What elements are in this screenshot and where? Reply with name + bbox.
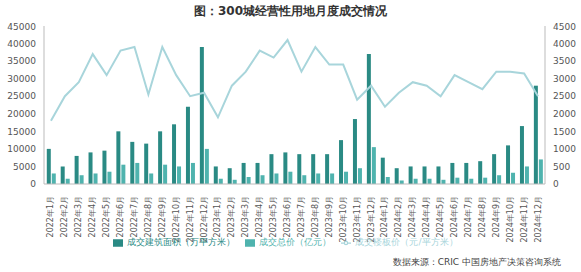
svg-text:2023年7月: 2023年7月 bbox=[297, 196, 306, 237]
svg-text:40000: 40000 bbox=[8, 39, 36, 49]
svg-text:2023年6月: 2023年6月 bbox=[283, 196, 292, 237]
svg-text:500: 500 bbox=[553, 162, 570, 172]
svg-text:20000: 20000 bbox=[8, 109, 36, 119]
svg-text:2024年10月: 2024年10月 bbox=[506, 196, 515, 243]
svg-text:2023年2月: 2023年2月 bbox=[227, 196, 236, 237]
svg-text:2000: 2000 bbox=[553, 109, 573, 119]
svg-text:2022年10月: 2022年10月 bbox=[172, 196, 181, 243]
svg-text:2022年12月: 2022年12月 bbox=[200, 196, 209, 243]
svg-text:3000: 3000 bbox=[553, 74, 573, 84]
svg-text:2023年1月: 2023年1月 bbox=[213, 196, 222, 237]
svg-text:1000: 1000 bbox=[553, 144, 573, 154]
svg-text:1500: 1500 bbox=[553, 127, 573, 137]
svg-text:2023年4月: 2023年4月 bbox=[255, 196, 264, 237]
svg-text:2022年2月: 2022年2月 bbox=[60, 196, 69, 237]
svg-text:2022年3月: 2022年3月 bbox=[74, 196, 83, 237]
svg-text:0: 0 bbox=[553, 179, 559, 189]
svg-text:2024年7月: 2024年7月 bbox=[464, 196, 473, 237]
svg-text:2023年8月: 2023年8月 bbox=[311, 196, 320, 237]
svg-text:2024年3月: 2024年3月 bbox=[408, 196, 417, 237]
svg-text:45000: 45000 bbox=[8, 22, 36, 32]
svg-text:2023年9月: 2023年9月 bbox=[325, 196, 334, 237]
html-text:成交总价（亿元）: 成交总价（亿元） bbox=[259, 237, 332, 247]
html-text:成交建筑面积（万平方米）: 成交建筑面积（万平方米） bbox=[127, 237, 236, 247]
svg-text:2024年8月: 2024年8月 bbox=[478, 196, 487, 237]
svg-text:2022年11月: 2022年11月 bbox=[186, 196, 195, 243]
svg-text:2022年5月: 2022年5月 bbox=[102, 196, 111, 237]
svg-text:2024年5月: 2024年5月 bbox=[436, 196, 445, 237]
svg-text:4500: 4500 bbox=[553, 22, 573, 32]
svg-text:30000: 30000 bbox=[8, 74, 36, 84]
svg-text:2024年4月: 2024年4月 bbox=[422, 196, 431, 237]
svg-text:35000: 35000 bbox=[8, 56, 36, 66]
svg-text:2023年12月: 2023年12月 bbox=[367, 196, 376, 243]
svg-text:2022年7月: 2022年7月 bbox=[130, 196, 139, 237]
svg-text:10000: 10000 bbox=[8, 144, 36, 154]
svg-text:2024年1月: 2024年1月 bbox=[380, 196, 389, 237]
svg-text:2024年2月: 2024年2月 bbox=[394, 196, 403, 237]
svg-text:2023年5月: 2023年5月 bbox=[269, 196, 278, 237]
svg-text:2024年6月: 2024年6月 bbox=[450, 196, 459, 237]
svg-text:2500: 2500 bbox=[553, 91, 573, 101]
svg-text:2022年8月: 2022年8月 bbox=[144, 196, 153, 237]
svg-text:3500: 3500 bbox=[553, 56, 573, 66]
svg-text:25000: 25000 bbox=[8, 91, 36, 101]
svg-text:2024年9月: 2024年9月 bbox=[492, 196, 501, 237]
html-text:数据来源：CRIC 中国房地产决策咨询系统: 数据来源：CRIC 中国房地产决策咨询系统 bbox=[392, 257, 561, 267]
svg-text:2023年3月: 2023年3月 bbox=[241, 196, 250, 237]
svg-text:2023年11月: 2023年11月 bbox=[353, 196, 362, 243]
svg-text:2024年11月: 2024年11月 bbox=[520, 196, 529, 243]
svg-text:2024年12月: 2024年12月 bbox=[534, 196, 543, 243]
svg-text:0: 0 bbox=[30, 179, 36, 189]
svg-text:2023年10月: 2023年10月 bbox=[339, 196, 348, 243]
svg-text:15000: 15000 bbox=[8, 127, 36, 137]
svg-text:2022年4月: 2022年4月 bbox=[88, 196, 97, 237]
html-text:图：300城经营性用地月度成交情况: 图：300城经营性用地月度成交情况 bbox=[194, 4, 387, 18]
html-text:成交楼板价（元/平方米）: 成交楼板价（元/平方米） bbox=[355, 237, 458, 247]
svg-text:2022年6月: 2022年6月 bbox=[116, 196, 125, 237]
svg-text:2022年1月: 2022年1月 bbox=[46, 196, 55, 237]
svg-text:4000: 4000 bbox=[553, 39, 573, 49]
svg-text:5000: 5000 bbox=[13, 162, 36, 172]
svg-text:2022年9月: 2022年9月 bbox=[158, 196, 167, 237]
